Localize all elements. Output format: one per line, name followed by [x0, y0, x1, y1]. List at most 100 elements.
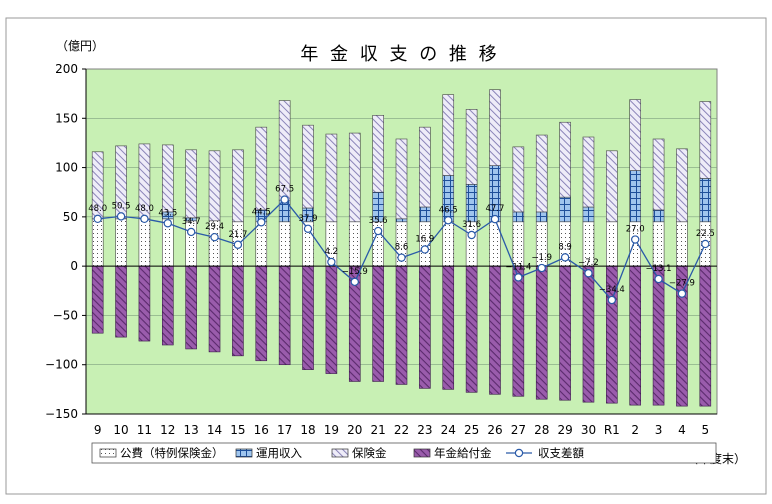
bar-public	[606, 221, 618, 267]
x-tick-label: 28	[534, 423, 549, 437]
bar-public	[442, 221, 455, 267]
balance-data-label: 35.6	[369, 216, 388, 226]
bar-pension	[91, 265, 104, 334]
balance-data-label: −15.9	[342, 267, 368, 277]
balance-data-label: 67.5	[275, 185, 294, 195]
bar-public	[512, 221, 525, 267]
balance-data-label: 44.5	[252, 207, 271, 217]
legend-label: 公費（特例保険金）	[120, 446, 224, 460]
bar-pension	[115, 265, 127, 338]
bar-insurance	[255, 126, 268, 211]
bar-pension	[232, 265, 244, 357]
x-tick-label: 30	[581, 423, 596, 437]
balance-data-label: −7.2	[578, 258, 599, 268]
legend-marker	[514, 448, 524, 458]
bar-public	[91, 218, 104, 267]
bar-insurance	[325, 133, 338, 223]
balance-data-label: −27.9	[669, 279, 695, 289]
balance-data-label: 8.9	[558, 242, 572, 252]
y-tick-label: 50	[63, 210, 78, 224]
balance-data-label: 47.7	[486, 204, 505, 214]
bar-pension	[302, 265, 314, 370]
bar-insurance	[442, 94, 455, 176]
bar-investment	[395, 218, 408, 223]
x-tick-label: 27	[511, 423, 526, 437]
balance-point	[210, 232, 219, 242]
legend: 公費（特例保険金） 運用収入 保険金 年金給付金 収支差額	[91, 442, 717, 464]
bar-pension	[535, 265, 548, 400]
bar-public	[185, 220, 197, 267]
balance-point	[490, 214, 500, 224]
x-tick-label: 20	[347, 423, 362, 437]
bar-pension	[138, 265, 151, 342]
balance-point	[327, 257, 336, 267]
balance-point	[654, 274, 663, 284]
balance-point	[420, 245, 430, 254]
bar-pension	[161, 265, 174, 346]
x-tick-label: 23	[417, 423, 432, 437]
x-tick-label: 13	[184, 423, 199, 437]
bar-pension	[442, 265, 455, 390]
balance-point	[677, 289, 687, 298]
bar-insurance	[161, 144, 174, 213]
y-tick-label: 150	[55, 111, 78, 125]
bar-pension	[512, 265, 525, 397]
balance-point	[560, 253, 570, 262]
balance-data-label: 29.4	[205, 222, 224, 232]
x-tick-label: 3	[655, 423, 663, 437]
bar-insurance	[512, 146, 525, 213]
x-tick-label: 25	[464, 423, 479, 437]
chart-title: 年 金 収 支 の 推 移	[300, 44, 499, 65]
balance-point	[607, 295, 617, 305]
balance-data-label: 46.5	[439, 205, 458, 215]
legend-swatch	[413, 448, 431, 458]
bar-pension	[559, 265, 571, 401]
balance-data-label: −1.9	[531, 253, 552, 263]
bar-pension	[489, 265, 501, 395]
x-tick-label: R1	[604, 423, 620, 437]
bar-public	[138, 218, 151, 267]
bar-insurance	[559, 121, 571, 198]
x-tick-label: 21	[370, 423, 385, 437]
x-tick-label: 17	[277, 423, 292, 437]
x-tick-label: 4	[678, 423, 686, 437]
bar-investment	[535, 211, 548, 223]
bar-investment	[465, 184, 478, 223]
x-tick-label: 26	[487, 423, 502, 437]
bar-insurance	[606, 150, 618, 223]
bar-public	[348, 221, 361, 267]
y-tick-label: −150	[45, 407, 78, 421]
bar-investment	[699, 178, 712, 223]
balance-data-label: 8.6	[395, 243, 409, 253]
legend-swatch	[235, 448, 253, 458]
balance-point	[163, 219, 172, 228]
bar-pension	[652, 265, 665, 406]
bar-investment	[512, 211, 525, 223]
balance-point	[140, 214, 149, 224]
y-tick-label: 200	[55, 62, 78, 76]
balance-point	[537, 263, 546, 273]
bar-public	[676, 221, 688, 267]
balance-data-label: 21.7	[228, 230, 247, 240]
balance-point	[373, 226, 383, 236]
bar-insurance	[348, 132, 361, 223]
x-tick-label: 11	[137, 423, 152, 437]
bar-insurance	[232, 149, 244, 223]
x-tick-label: 29	[557, 423, 572, 437]
bar-insurance	[419, 126, 431, 208]
bar-investment	[582, 206, 595, 223]
bar-insurance	[582, 136, 595, 208]
bar-public	[255, 221, 268, 267]
x-axis: 9 10 11 12 13 14 15 16 17 18 19 20 21 22 23 24 25 26 27 28 2…	[86, 413, 717, 437]
bar-pension	[629, 265, 642, 406]
y-tick-label: 0	[70, 259, 78, 273]
x-tick-label: 16	[254, 423, 269, 437]
balance-point	[514, 273, 523, 282]
balance-data-label: 22.5	[696, 229, 715, 239]
bar-insurance	[629, 99, 642, 171]
x-tick-label: 22	[394, 423, 409, 437]
balance-data-label: 16.9	[415, 234, 434, 244]
legend-label: 収支差額	[538, 446, 584, 460]
bar-insurance	[395, 138, 408, 220]
balance-point	[93, 214, 102, 224]
